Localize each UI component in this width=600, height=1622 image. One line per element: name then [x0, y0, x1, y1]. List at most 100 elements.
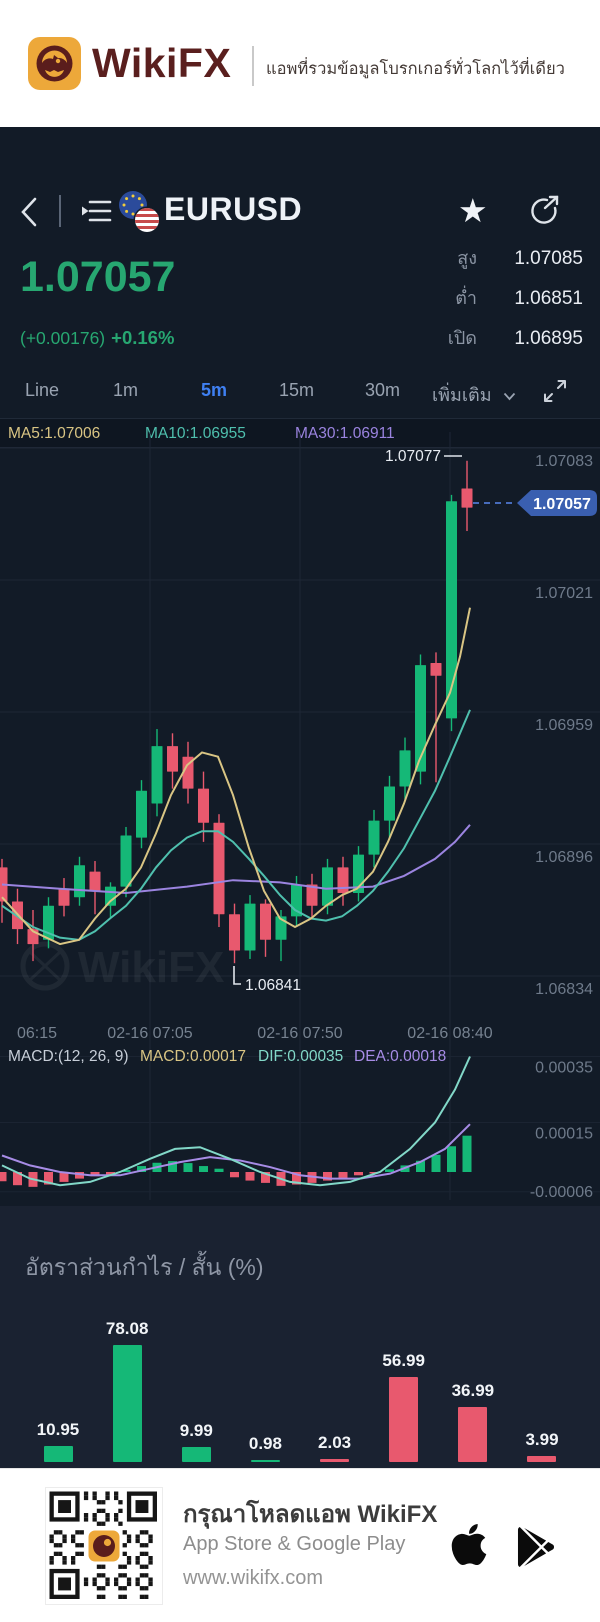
ma30-line	[1, 824, 471, 894]
ratio-bar: 10.95	[25, 1420, 91, 1462]
macd-histogram-bar	[137, 1166, 146, 1172]
time-axis-label: 02-16 07:50	[257, 1025, 343, 1042]
stat-low-label: ต่ำ	[455, 288, 477, 308]
price-axis-label: 1.06834	[535, 981, 593, 998]
wikifx-logo-icon	[28, 37, 81, 90]
macd-histogram-bar	[214, 1168, 224, 1172]
brand-name: WikiFX	[92, 40, 232, 86]
favorite-star-icon[interactable]: ★	[458, 192, 488, 229]
instrument-list-icon[interactable]	[80, 198, 112, 230]
stat-open-value: 1.06895	[514, 328, 583, 349]
symbol-nav-row: EURUSD ★	[0, 187, 600, 237]
macd-histogram-bar	[245, 1172, 255, 1181]
ratio-bar-rect	[458, 1406, 488, 1462]
app-download-banner[interactable]: กรุณาโหลดแอพ WikiFX App Store & Google P…	[0, 1468, 600, 1622]
ratio-bar-value: 9.99	[179, 1421, 213, 1441]
stat-high-label: สูง	[457, 248, 477, 268]
ratio-bar: 0.98	[232, 1433, 298, 1462]
macd-histogram-bar	[90, 1172, 100, 1177]
ratio-bar: 78.08	[94, 1319, 160, 1462]
stat-low: ต่ำ 1.06851	[393, 283, 583, 323]
watermark: WikiFX	[20, 941, 224, 992]
fullscreen-icon[interactable]	[542, 378, 568, 409]
nav-divider	[59, 195, 61, 227]
macd-histogram-bar	[106, 1172, 115, 1175]
more-timeframes-button[interactable]: เพิ่มเติม	[432, 380, 516, 409]
ratio-bar-rect	[112, 1344, 142, 1462]
google-play-icon[interactable]	[516, 1527, 556, 1572]
ratio-bar-value: 2.03	[318, 1432, 352, 1452]
macd-histogram-bar	[338, 1172, 348, 1178]
stat-open-label: เปิด	[447, 328, 477, 348]
ratio-bar: 2.03	[302, 1433, 368, 1462]
tab-5m[interactable]: 5m	[201, 380, 228, 400]
dea-value: DEA:0.00018	[354, 1048, 447, 1065]
chart-panel: EURUSD ★ 1.07057 (+0.00176) +0.16% สูง 1.…	[0, 127, 600, 1468]
share-icon[interactable]	[528, 195, 560, 232]
long-short-ratio-section: อัตราส่วนกำไร / สั้น (%) 10.95 78.08 9.99 0…	[0, 1206, 600, 1468]
tab-line[interactable]: Line	[25, 380, 60, 400]
ratio-bar: 3.99	[509, 1430, 575, 1462]
macd-histogram-bar	[369, 1172, 379, 1174]
low-annotation: 1.06841	[245, 977, 301, 994]
stat-high: สูง 1.07085	[393, 243, 583, 283]
time-axis-label: 02-16 08:40	[407, 1025, 493, 1042]
ratio-bar-value: 10.95	[36, 1419, 80, 1439]
macd-histogram-bar	[168, 1161, 177, 1172]
ratio-title: อัตราส่วนกำไร / สั้น (%)	[25, 1254, 264, 1280]
ratio-bar-rect	[43, 1445, 73, 1462]
ratio-bar-rect	[320, 1458, 350, 1462]
time-axis-label: 02-16 07:05	[107, 1025, 193, 1042]
macd-histogram-bar	[199, 1166, 208, 1172]
ratio-bar-value: 0.98	[248, 1433, 282, 1453]
macd-histogram-bar	[261, 1172, 270, 1183]
macd-axis-label: -0.00006	[530, 1184, 593, 1201]
macd-axis-label: 0.00015	[535, 1126, 593, 1143]
price-change-row: (+0.00176) +0.16%	[20, 327, 174, 349]
more-timeframes-label: เพิ่มเติม	[432, 385, 492, 405]
macd-histogram-bar	[292, 1172, 301, 1185]
dea-line	[1, 1123, 471, 1180]
header-divider	[252, 46, 254, 86]
ratio-bar: 36.99	[440, 1381, 506, 1462]
macd-header-row: MACD:(12, 26, 9) MACD:0.00017 DIF:0.0003…	[0, 1048, 600, 1074]
price-change-pct: +0.16%	[111, 327, 175, 348]
macd-params: MACD:(12, 26, 9)	[8, 1048, 129, 1065]
svg-text:WikiFX: WikiFX	[78, 943, 224, 992]
ratio-bar-rect	[527, 1456, 557, 1462]
qr-code	[45, 1487, 163, 1605]
back-icon[interactable]	[18, 196, 40, 233]
macd-histogram-bar	[323, 1172, 332, 1181]
tab-30m[interactable]: 30m	[365, 380, 401, 400]
apple-icon[interactable]	[450, 1521, 488, 1573]
eurusd-flags-icon	[118, 190, 161, 239]
brand-tagline: แอพที่รวมข้อมูลโบรกเกอร์ทั่วโลกไว้ที่เดี…	[266, 60, 565, 78]
macd-histogram-bar	[416, 1160, 425, 1172]
tab-1m[interactable]: 1m	[113, 380, 139, 400]
ratio-bar-value: 36.99	[451, 1380, 495, 1400]
price-axis-label: 1.06959	[535, 717, 593, 734]
macd-histogram-bar	[183, 1163, 193, 1172]
macd-axis-label: 0.00035	[535, 1060, 593, 1077]
price-chart[interactable]: 1.07083 1.07021 1.06959 1.06896 1.06834 WikiF…	[0, 432, 600, 1205]
download-title: กรุณาโหลดแอพ WikiFX	[183, 1501, 438, 1528]
ratio-bar: 9.99	[163, 1421, 229, 1462]
stat-open: เปิด 1.06895	[393, 323, 583, 363]
chevron-down-icon	[503, 392, 515, 401]
macd-histogram-bar	[230, 1172, 239, 1178]
stat-low-value: 1.06851	[514, 288, 583, 309]
tab-15m[interactable]: 15m	[279, 380, 315, 400]
price-axis-label: 1.06896	[535, 849, 593, 866]
price-change: (+0.00176)	[20, 328, 106, 348]
ma5-line	[1, 607, 471, 946]
ratio-bar-rect	[389, 1376, 419, 1462]
download-subtitle: App Store & Google Play	[183, 1533, 406, 1555]
ratio-bar-value: 3.99	[525, 1430, 559, 1450]
macd-histogram-bar	[385, 1169, 394, 1172]
macd-histogram-bar	[75, 1172, 84, 1179]
dif-line	[1, 1056, 471, 1187]
ma30-value: MA30:1.06911	[295, 425, 395, 442]
macd-histogram-bar	[59, 1172, 69, 1182]
macd-histogram-bar	[447, 1146, 456, 1172]
